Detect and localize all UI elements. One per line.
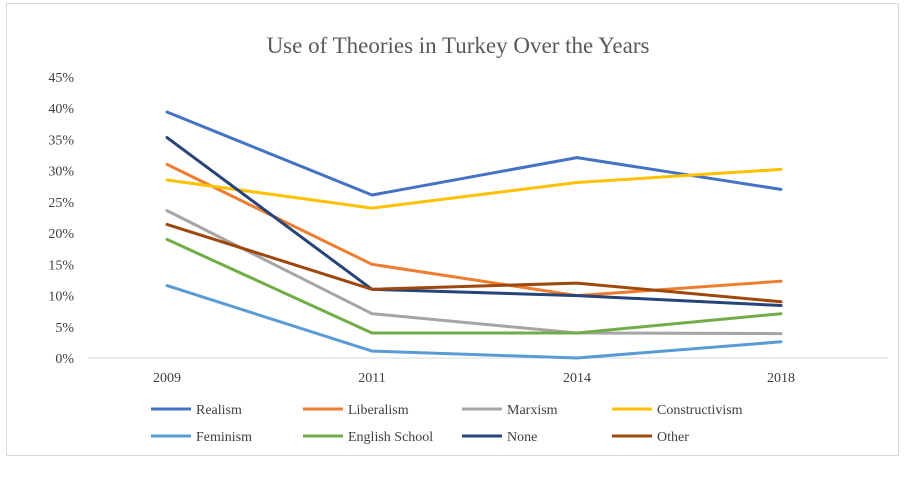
series-line-constructivism	[165, 167, 783, 210]
y-tick-label: 0%	[55, 352, 74, 367]
x-axis-ticks: 2009 2011 2014 2018	[153, 371, 795, 386]
y-tick-label: 25%	[48, 196, 74, 211]
legend-label-other: Other	[657, 430, 689, 445]
y-axis-ticks: 0% 5% 10% 15% 20% 25% 30% 35% 40% 45%	[48, 71, 74, 367]
x-tick-label: 2011	[358, 371, 385, 386]
legend-label-feminism: Feminism	[196, 430, 252, 445]
y-tick-label: 30%	[48, 165, 74, 180]
y-tick-label: 10%	[48, 290, 74, 305]
legend-label-realism: Realism	[196, 403, 242, 418]
legend-label-english-school: English School	[348, 430, 433, 445]
series-line-other	[165, 222, 783, 304]
legend-label-none: None	[507, 430, 537, 445]
legend-label-marxism: Marxism	[507, 403, 558, 418]
series-line-english-school	[165, 237, 783, 335]
legend-label-liberalism: Liberalism	[348, 403, 409, 418]
x-tick-label: 2009	[153, 371, 181, 386]
y-tick-label: 15%	[48, 258, 74, 273]
series-line-feminism	[165, 284, 783, 360]
x-tick-label: 2014	[563, 371, 591, 386]
y-tick-label: 5%	[55, 321, 74, 336]
chart-frame	[6, 3, 899, 456]
chart-title: Use of Theories in Turkey Over the Years	[267, 33, 650, 58]
x-tick-label: 2018	[767, 371, 795, 386]
series-line-none	[165, 136, 783, 307]
y-tick-label: 35%	[48, 133, 74, 148]
series-line-marxism	[165, 209, 783, 336]
series-lines	[165, 110, 783, 360]
y-tick-label: 45%	[48, 71, 74, 86]
legend-label-constructivism: Constructivism	[657, 403, 743, 418]
series-line-liberalism	[165, 162, 783, 298]
y-tick-label: 20%	[48, 227, 74, 242]
series-line-realism	[165, 110, 783, 197]
y-tick-label: 40%	[48, 102, 74, 117]
legend: Realism Liberalism Marxism Constructivism Fe…	[151, 403, 743, 445]
